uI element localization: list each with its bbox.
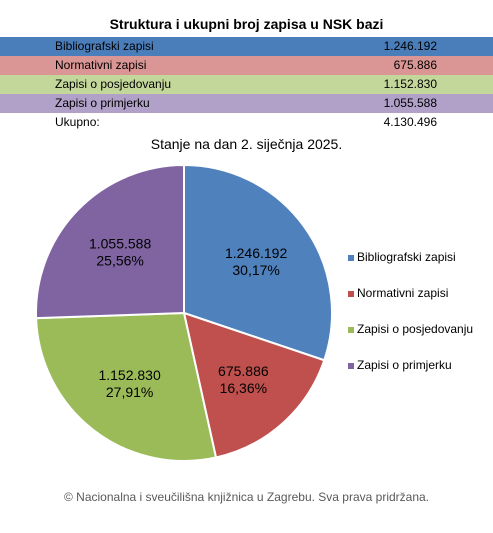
row-label: Zapisi o primjerku bbox=[55, 96, 150, 110]
slice-percent-label: 16,36% bbox=[220, 380, 267, 396]
legend-swatch bbox=[348, 255, 354, 261]
slice-value-label: 675.886 bbox=[218, 363, 269, 379]
row-value: 1.152.830 bbox=[383, 77, 437, 91]
legend-label: Normativni zapisi bbox=[357, 286, 448, 300]
slice-percent-label: 30,17% bbox=[232, 262, 279, 278]
table-row-total: Ukupno: 4.130.496 bbox=[0, 113, 493, 132]
total-label: Ukupno: bbox=[55, 115, 100, 129]
table-row: Normativni zapisi 675.886 bbox=[0, 56, 493, 75]
legend-label: Bibliografski zapisi bbox=[357, 250, 456, 264]
slice-value-label: 1.152.830 bbox=[98, 367, 160, 383]
chart-title: Struktura i ukupni broj zapisa u NSK baz… bbox=[109, 16, 384, 32]
row-value: 1.055.588 bbox=[383, 96, 437, 110]
copyright-footer: © Nacionalna i sveučilišna knjižnica u Z… bbox=[63, 490, 430, 504]
row-value: 1.246.192 bbox=[383, 39, 437, 53]
legend-swatch bbox=[348, 363, 354, 369]
slice-value-label: 1.246.192 bbox=[225, 245, 287, 261]
chart-subtitle: Stanje na dan 2. siječnja 2025. bbox=[150, 136, 343, 152]
row-label: Normativni zapisi bbox=[55, 58, 147, 72]
legend-swatch bbox=[348, 291, 354, 297]
pie-slice-2 bbox=[35, 311, 218, 462]
pie-slice-3 bbox=[35, 163, 185, 320]
pie-slice-0 bbox=[183, 163, 333, 362]
table-row: Bibliografski zapisi 1.246.192 bbox=[0, 37, 493, 56]
summary-table: Bibliografski zapisi 1.246.192 Normativn… bbox=[0, 37, 493, 132]
table-row: Zapisi o primjerku 1.055.588 bbox=[0, 94, 493, 113]
table-row: Zapisi o posjedovanju 1.152.830 bbox=[0, 75, 493, 94]
row-label: Bibliografski zapisi bbox=[55, 39, 154, 53]
pie-slice-1 bbox=[182, 311, 326, 459]
legend-swatch bbox=[348, 327, 354, 333]
legend-label: Zapisi o primjerku bbox=[357, 358, 452, 372]
slice-percent-label: 25,56% bbox=[96, 252, 143, 268]
row-value: 675.886 bbox=[393, 58, 437, 72]
total-value: 4.130.496 bbox=[383, 115, 437, 129]
legend-label: Zapisi o posjedovanju bbox=[357, 322, 473, 336]
slice-percent-label: 27,91% bbox=[106, 384, 153, 400]
row-label: Zapisi o posjedovanju bbox=[55, 77, 172, 91]
slice-value-label: 1.055.588 bbox=[89, 235, 151, 251]
